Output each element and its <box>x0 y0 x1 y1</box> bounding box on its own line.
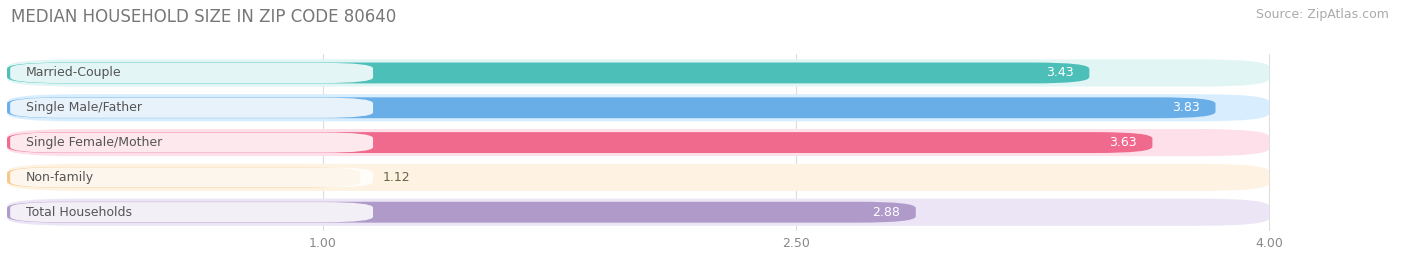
FancyBboxPatch shape <box>10 202 373 222</box>
Text: Total Households: Total Households <box>25 206 132 219</box>
FancyBboxPatch shape <box>10 167 373 187</box>
FancyBboxPatch shape <box>10 63 373 83</box>
Text: 1.12: 1.12 <box>382 171 411 184</box>
FancyBboxPatch shape <box>7 164 1270 191</box>
Text: Non-family: Non-family <box>25 171 94 184</box>
FancyBboxPatch shape <box>7 202 915 223</box>
Text: 2.88: 2.88 <box>872 206 900 219</box>
FancyBboxPatch shape <box>7 167 360 188</box>
FancyBboxPatch shape <box>7 62 1090 83</box>
FancyBboxPatch shape <box>10 132 373 153</box>
FancyBboxPatch shape <box>7 59 1270 87</box>
Text: 3.83: 3.83 <box>1173 101 1199 114</box>
FancyBboxPatch shape <box>7 129 1270 156</box>
Text: MEDIAN HOUSEHOLD SIZE IN ZIP CODE 80640: MEDIAN HOUSEHOLD SIZE IN ZIP CODE 80640 <box>11 8 396 26</box>
FancyBboxPatch shape <box>7 97 1216 118</box>
FancyBboxPatch shape <box>10 98 373 118</box>
FancyBboxPatch shape <box>7 132 1153 153</box>
Text: 3.43: 3.43 <box>1046 66 1074 79</box>
Text: Married-Couple: Married-Couple <box>25 66 121 79</box>
Text: 3.63: 3.63 <box>1109 136 1136 149</box>
FancyBboxPatch shape <box>7 94 1270 121</box>
Text: Single Male/Father: Single Male/Father <box>25 101 142 114</box>
Text: Source: ZipAtlas.com: Source: ZipAtlas.com <box>1256 8 1389 21</box>
FancyBboxPatch shape <box>7 199 1270 226</box>
Text: Single Female/Mother: Single Female/Mother <box>25 136 162 149</box>
